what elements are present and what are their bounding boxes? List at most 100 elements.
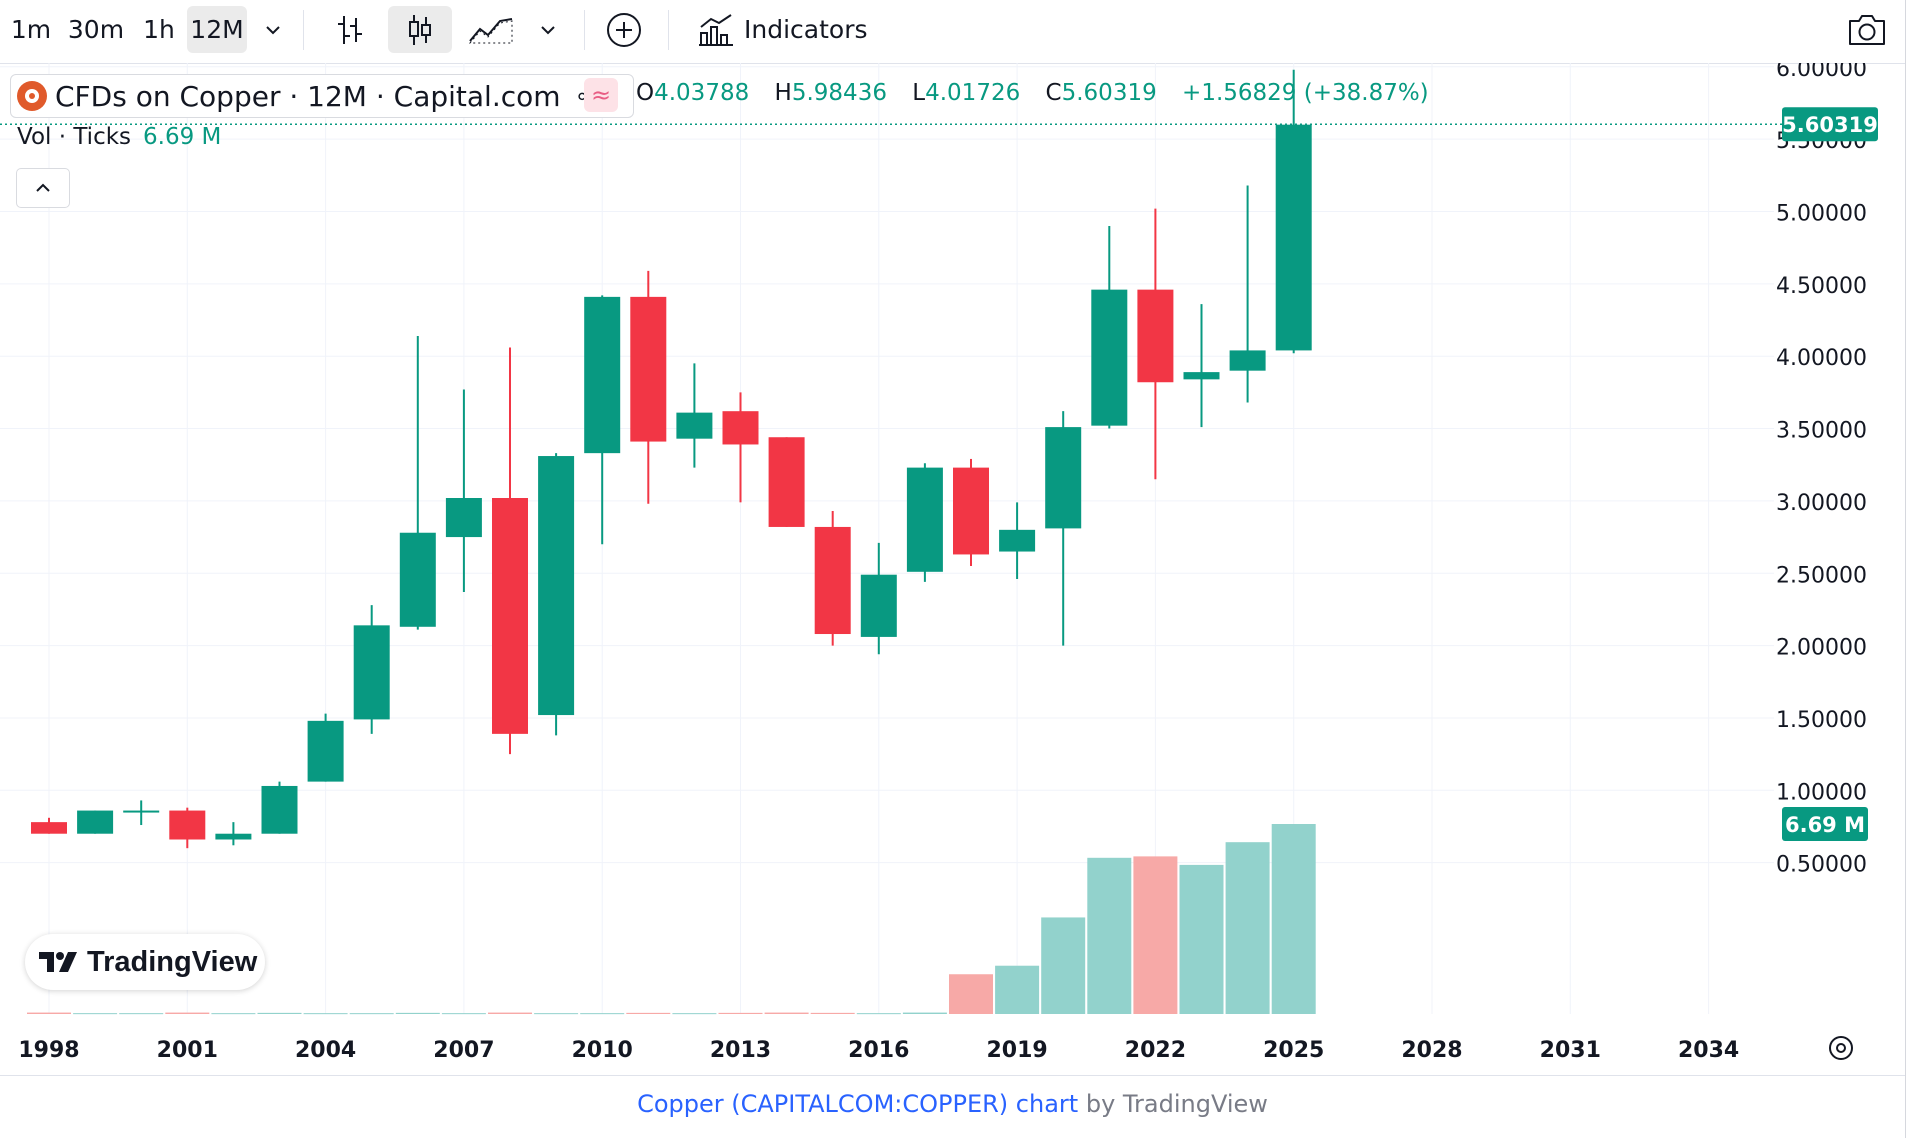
candle-body (492, 498, 528, 734)
x-tick-label: 2016 (848, 1038, 909, 1063)
volume-label: Vol · Ticks (17, 124, 132, 150)
interval-1h-button[interactable]: 1h (143, 15, 175, 44)
close-label: C (1045, 80, 1062, 106)
y-tick-label: 3.50000 (1776, 419, 1867, 444)
attribution-text[interactable]: by TradingView (1085, 1090, 1268, 1118)
volume-bar (349, 1013, 394, 1015)
volume-bar (1087, 857, 1132, 1014)
x-tick-label: 2022 (1125, 1038, 1186, 1063)
tradingview-watermark[interactable]: TradingView (25, 934, 265, 990)
volume-bar (1225, 842, 1270, 1014)
volume-bar (764, 1012, 809, 1014)
candle-body (676, 412, 713, 439)
volume-bar (395, 1012, 440, 1014)
open-value: 4.03788 (654, 80, 750, 106)
candle-body (953, 467, 989, 555)
time-axis-labels: 1998 2001 2004 2007 2010 2013 2016 2019 2022 2025… (18, 1038, 1739, 1063)
candle-body (860, 574, 897, 637)
compare-plus-icon[interactable] (600, 6, 648, 53)
volume-bar (1179, 864, 1224, 1014)
high-label: H (774, 80, 792, 106)
capital-com-logo-icon (17, 81, 47, 111)
candle-body (906, 467, 943, 572)
x-tick-label: 2004 (295, 1038, 356, 1063)
candle-body (538, 456, 575, 716)
symbol-title: CFDs on Copper · 12M · Capital.com (55, 79, 561, 113)
volume-bar (810, 1012, 855, 1014)
candle-body (1045, 427, 1082, 529)
x-tick-label: 1998 (18, 1038, 79, 1063)
toolbar-separator (668, 10, 669, 50)
attribution-footer: Copper (CAPITALCOM:COPPER) chart by Trad… (0, 1090, 1905, 1118)
candle-body (1137, 289, 1174, 383)
candle-body (814, 526, 851, 635)
volume-legend[interactable]: Vol · Ticks 6.69 M (17, 124, 221, 150)
candle-body (445, 498, 482, 538)
chevron-up-icon (36, 183, 50, 192)
volume-bar (718, 1012, 763, 1014)
volume-bar (488, 1012, 532, 1014)
y-tick-label: 6.00000 (1776, 63, 1867, 82)
candle-body (353, 625, 390, 720)
candle-body (722, 411, 759, 445)
candle-body (77, 810, 114, 834)
interval-1m-button[interactable]: 1m (10, 15, 52, 44)
low-value: 4.01726 (925, 80, 1021, 106)
price-axis-labels: 0.50000 1.00000 1.50000 2.00000 2.50000 3.000… (1776, 63, 1867, 878)
candle-body (215, 833, 252, 840)
ohlc-values: O4.03788 H5.98436 L4.01726 C5.60319 +1.5… (636, 80, 1447, 106)
price-chart[interactable]: 0.50000 1.00000 1.50000 2.00000 2.50000 3.000… (0, 63, 1905, 1075)
interval-dropdown-chevron-icon[interactable] (257, 6, 289, 53)
indicators-icon[interactable] (692, 6, 740, 53)
volume-bar (441, 1013, 486, 1015)
collapse-legend-button[interactable] (16, 168, 70, 208)
toolbar-separator (303, 10, 304, 50)
axis-settings-icon[interactable] (1829, 1036, 1853, 1060)
camera-icon[interactable] (1842, 6, 1892, 53)
candle-body (31, 822, 67, 834)
volume-bar (534, 1013, 579, 1015)
volume-bar (902, 1012, 947, 1014)
chart-type-chevron-icon[interactable] (532, 6, 564, 53)
x-tick-label: 2019 (986, 1038, 1047, 1063)
top-toolbar: 1m 30m 1h 12M Indicators (0, 0, 1905, 64)
volume-bar (257, 1012, 302, 1014)
symbol-legend[interactable]: CFDs on Copper · 12M · Capital.com ∘∘∘ (10, 74, 634, 118)
candle-body (399, 532, 436, 627)
x-tick-label: 2010 (572, 1038, 633, 1063)
candle-body (999, 529, 1036, 552)
candles-style-icon[interactable] (388, 6, 452, 53)
bars-style-icon[interactable] (326, 6, 374, 53)
interval-12m-button[interactable]: 12M (187, 6, 247, 53)
y-tick-label: 4.50000 (1776, 274, 1867, 299)
volume-bars (27, 824, 1316, 1015)
volume-bar (303, 1013, 348, 1015)
volume-bar (73, 1013, 118, 1015)
low-label: L (912, 80, 926, 106)
x-tick-label: 2028 (1401, 1038, 1462, 1063)
y-tick-label: 0.50000 (1776, 853, 1867, 878)
candle-body (1091, 289, 1128, 426)
candle-body (1229, 350, 1266, 371)
candle-body (584, 296, 621, 454)
interval-30m-button[interactable]: 30m (67, 15, 125, 44)
y-tick-label: 5.00000 (1776, 202, 1867, 227)
grid-lines (0, 63, 1774, 1014)
indicators-button[interactable]: Indicators (744, 15, 868, 44)
volume-bar (856, 1013, 901, 1015)
volume-bar (27, 1012, 71, 1014)
x-tick-label: 2034 (1678, 1038, 1739, 1063)
wave-icon[interactable]: ≈ (584, 78, 618, 112)
symbol-chart-link[interactable]: Copper (CAPITALCOM:COPPER) chart (637, 1090, 1079, 1118)
volume-bar (1041, 917, 1086, 1014)
candles (31, 69, 1312, 849)
x-tick-label: 2001 (157, 1038, 218, 1063)
volume-bar (1271, 824, 1316, 1014)
x-tick-label: 2025 (1263, 1038, 1324, 1063)
area-chart-icon[interactable] (466, 6, 516, 53)
candle-body (630, 296, 667, 442)
open-label: O (636, 80, 655, 106)
last-volume-label: 6.69 M (1785, 813, 1865, 837)
last-price-label: 5.60319 (1782, 113, 1878, 137)
candle-body (1183, 372, 1220, 380)
